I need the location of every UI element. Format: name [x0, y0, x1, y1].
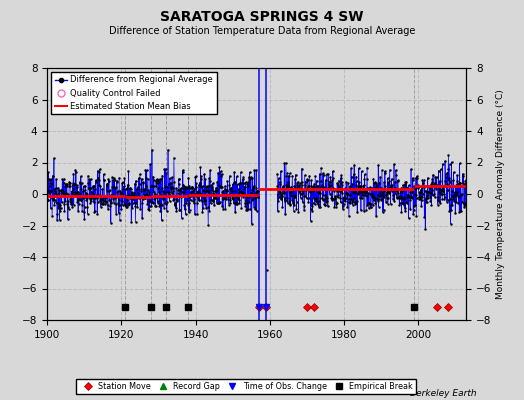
Legend: Difference from Regional Average, Quality Control Failed, Estimated Station Mean: Difference from Regional Average, Qualit…: [51, 72, 216, 114]
Text: SARATOGA SPRINGS 4 SW: SARATOGA SPRINGS 4 SW: [160, 10, 364, 24]
Text: Berkeley Earth: Berkeley Earth: [410, 389, 477, 398]
Text: Difference of Station Temperature Data from Regional Average: Difference of Station Temperature Data f…: [109, 26, 415, 36]
Legend: Station Move, Record Gap, Time of Obs. Change, Empirical Break: Station Move, Record Gap, Time of Obs. C…: [77, 378, 416, 394]
Y-axis label: Monthly Temperature Anomaly Difference (°C): Monthly Temperature Anomaly Difference (…: [496, 89, 505, 299]
